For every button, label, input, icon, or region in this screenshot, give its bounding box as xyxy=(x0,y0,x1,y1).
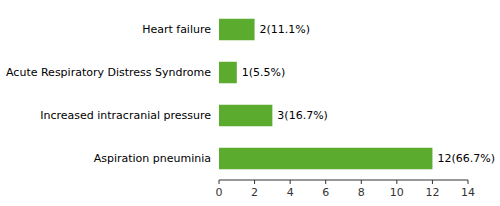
chart-container: Heart failure Acute Respiratory Distress … xyxy=(0,0,500,206)
x-tick-label: 14 xyxy=(461,186,475,199)
x-tick-label: 4 xyxy=(287,186,294,199)
data-label: 1(5.5%) xyxy=(242,66,286,79)
x-tick xyxy=(290,180,291,184)
y-axis: Heart failure Acute Respiratory Distress … xyxy=(6,23,211,165)
x-tick-label: 0 xyxy=(216,186,223,199)
bar xyxy=(219,148,432,170)
bar xyxy=(219,19,255,41)
category-label: Aspiration pneuminia xyxy=(94,152,211,165)
bars xyxy=(219,19,432,170)
x-axis: 0 2 4 6 8 10 12 14 xyxy=(216,180,476,199)
x-axis-line xyxy=(219,180,468,181)
category-label: Heart failure xyxy=(142,23,211,36)
x-tick-label: 2 xyxy=(251,186,258,199)
x-tick xyxy=(361,180,362,184)
category-label: Acute Respiratory Distress Syndrome xyxy=(6,66,211,79)
chart: Heart failure Acute Respiratory Distress … xyxy=(0,0,500,206)
x-tick xyxy=(325,180,326,184)
background xyxy=(0,0,500,206)
x-tick-label: 6 xyxy=(322,186,329,199)
category-label: Increased intracranial pressure xyxy=(40,109,211,122)
x-tick-label: 10 xyxy=(390,186,404,199)
x-tick xyxy=(432,180,433,184)
x-tick-label: 8 xyxy=(358,186,365,199)
data-label: 3(16.7%) xyxy=(277,109,328,122)
bar xyxy=(219,62,237,84)
data-label: 12(66.7%) xyxy=(437,152,495,165)
x-tick xyxy=(468,180,469,184)
bar xyxy=(219,105,272,127)
data-labels: 2(11.1%) 1(5.5%) 3(16.7%) 12(66.7%) xyxy=(242,23,495,165)
x-tick xyxy=(219,180,220,184)
x-tick xyxy=(254,180,255,184)
x-tick-label: 12 xyxy=(425,186,439,199)
data-label: 2(11.1%) xyxy=(260,23,311,36)
x-tick xyxy=(396,180,397,184)
